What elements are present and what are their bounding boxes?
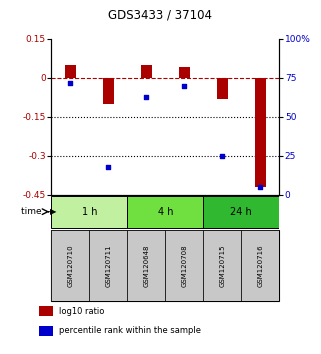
Text: 1 h: 1 h [82, 207, 97, 217]
Point [144, 94, 149, 99]
Bar [127, 230, 165, 301]
Text: GSM120711: GSM120711 [105, 244, 111, 287]
Text: GSM120716: GSM120716 [257, 244, 263, 287]
Text: GSM120710: GSM120710 [67, 244, 74, 287]
Bar [89, 230, 127, 301]
Text: 4 h: 4 h [158, 207, 173, 217]
Text: 24 h: 24 h [230, 207, 252, 217]
Bar [127, 196, 203, 228]
Text: GSM120648: GSM120648 [143, 244, 149, 287]
Text: GDS3433 / 37104: GDS3433 / 37104 [108, 9, 213, 22]
Bar [241, 230, 279, 301]
Bar [165, 230, 203, 301]
Bar [39, 326, 53, 336]
Point [258, 184, 263, 190]
Bar [39, 306, 53, 316]
Bar [51, 196, 127, 228]
Text: GSM120715: GSM120715 [219, 244, 225, 287]
Point [106, 164, 111, 170]
Point [220, 153, 225, 159]
Bar [141, 65, 152, 78]
Text: percentile rank within the sample: percentile rank within the sample [59, 326, 201, 335]
Bar [103, 78, 114, 104]
Bar [255, 78, 266, 187]
Bar [51, 230, 89, 301]
Bar [203, 196, 279, 228]
Point [68, 80, 73, 85]
Bar [178, 68, 190, 78]
Text: time: time [22, 207, 45, 216]
Text: GSM120708: GSM120708 [181, 244, 187, 287]
Bar [203, 230, 241, 301]
Text: ▶: ▶ [50, 207, 56, 216]
Bar [65, 65, 76, 78]
Text: log10 ratio: log10 ratio [59, 307, 105, 316]
Bar [217, 78, 228, 99]
Point [182, 83, 187, 88]
